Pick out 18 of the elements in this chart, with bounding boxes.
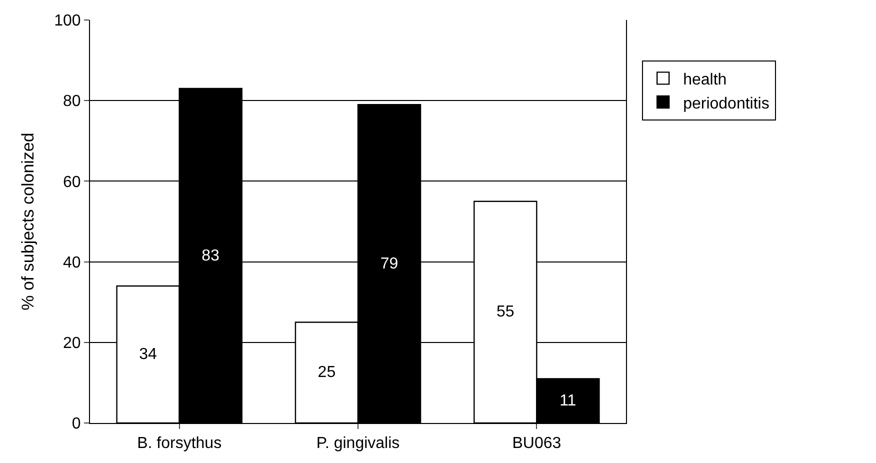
data-label: 79 xyxy=(380,255,398,272)
y-axis-title: % of subjects colonized xyxy=(18,132,38,310)
data-label: 55 xyxy=(496,304,514,321)
y-tick-label: 20 xyxy=(63,335,81,352)
x-tick-label: BU063 xyxy=(512,435,562,452)
x-tick-label: P. gingivalis xyxy=(316,435,400,452)
y-tick-label: 100 xyxy=(54,12,81,30)
legend-label: periodontitis xyxy=(683,95,770,112)
data-label: 34 xyxy=(139,346,158,363)
y-tick-label: 60 xyxy=(63,174,81,191)
y-tick-label: 40 xyxy=(63,254,81,272)
x-tick-label: B. forsythus xyxy=(137,435,222,452)
y-tick-label: 80 xyxy=(63,93,81,110)
data-label: 83 xyxy=(202,247,220,264)
data-label: 11 xyxy=(560,392,576,410)
legend-label: health xyxy=(683,71,727,88)
data-label: 25 xyxy=(318,364,336,382)
y-tick-label: 0 xyxy=(72,416,81,433)
